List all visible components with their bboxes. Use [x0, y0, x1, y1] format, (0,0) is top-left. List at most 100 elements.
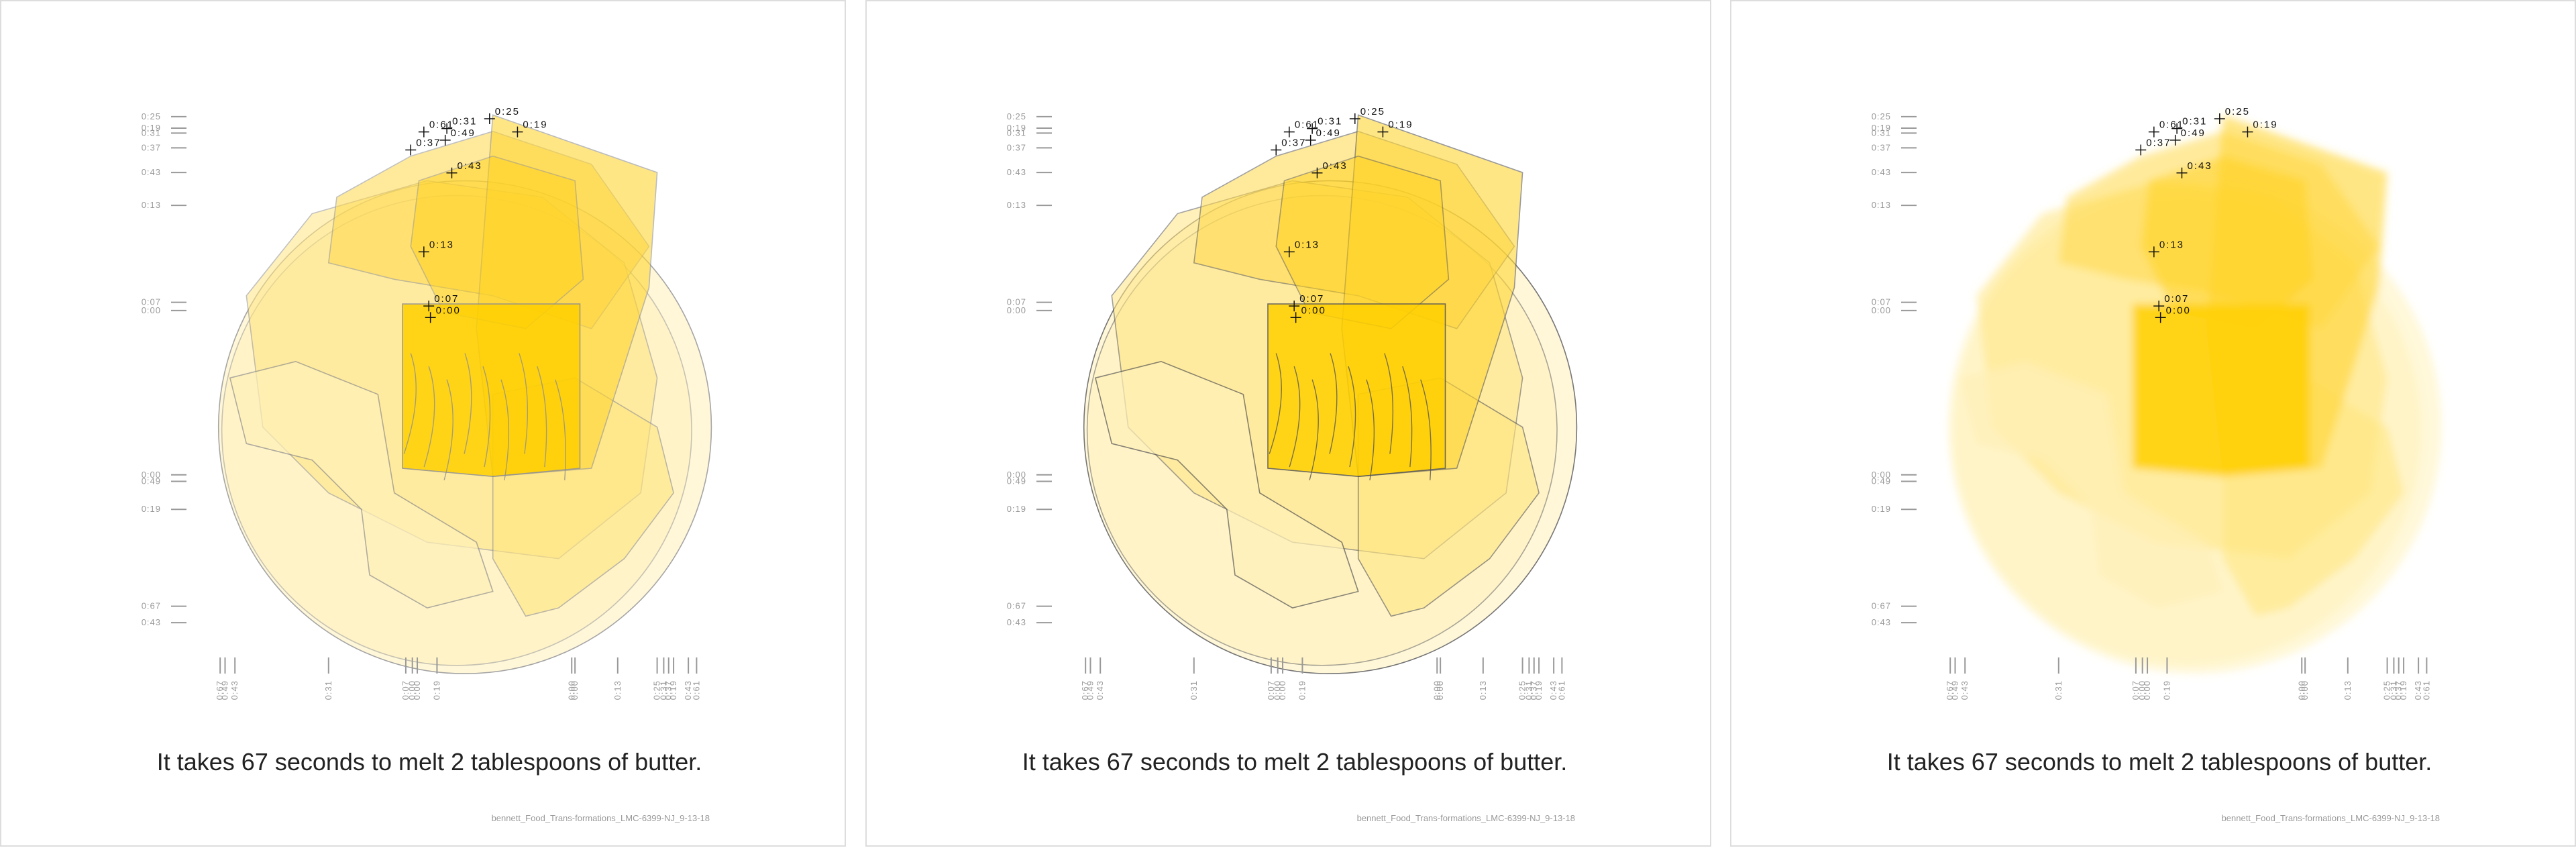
trace-line	[1289, 366, 1301, 468]
marker-label: 0:07	[1299, 293, 1324, 305]
credit: bennett_Food_Trans-formations_LMC-6399-N…	[1357, 813, 1575, 823]
scale-label: 0:07	[2131, 680, 2141, 700]
scale-label: 0:19	[142, 123, 161, 133]
marker-cross	[2148, 246, 2159, 258]
scale-label: 0:43	[1007, 617, 1026, 627]
scale-label: 0:43	[1872, 167, 1891, 177]
scale-label: 0:67	[1080, 680, 1090, 700]
trace-line	[500, 379, 510, 480]
marker-cross	[2171, 123, 2183, 134]
marker-label: 0:07	[434, 293, 459, 305]
scale-label: 0:19	[1872, 123, 1891, 133]
scale-label: 0:43	[1007, 167, 1026, 177]
butter-shapes	[217, 114, 712, 674]
marker-label: 0:25	[1360, 106, 1385, 117]
marker-label: 0:43	[2187, 160, 2212, 172]
scale-label: 0:19	[2161, 680, 2171, 700]
marker-cross	[418, 126, 429, 138]
scale-label: 0:00	[1273, 680, 1283, 700]
marker-cross	[2214, 113, 2225, 124]
marker-label: 0:31	[452, 116, 477, 127]
marker-label: 0:31	[2182, 116, 2207, 127]
scale-label: 0:31	[658, 680, 668, 700]
marker-label: 0:49	[451, 127, 476, 139]
scale-label: 0:37	[2394, 680, 2404, 700]
scale-label: 0:43	[683, 680, 693, 700]
scale-label: 0:13	[612, 680, 623, 700]
scale-label: 0:43	[1872, 617, 1891, 627]
trace-line	[1384, 353, 1394, 454]
trace-line	[423, 366, 435, 468]
scale-label: 0:19	[1872, 504, 1891, 514]
scale-label: 0:43	[229, 680, 239, 700]
trace-line	[1420, 379, 1432, 480]
scale-label: 0:00	[1007, 305, 1026, 315]
scale-label: 0:07	[1266, 680, 1276, 700]
trace-line	[555, 379, 566, 480]
marker-cross	[405, 144, 417, 156]
melt-shape	[1267, 303, 1446, 478]
trace-line	[1269, 353, 1282, 454]
scale-label: 0:49	[142, 476, 161, 486]
scale-label: 0:61	[1556, 680, 1566, 700]
scale-label: 0:31	[1189, 680, 1199, 700]
marker-cross	[425, 312, 436, 323]
trace-line	[1348, 366, 1356, 468]
scale-label: 0:19	[668, 680, 678, 700]
marker-cross	[2148, 126, 2159, 138]
marker-cross	[423, 301, 435, 312]
marker-cross	[1283, 246, 1295, 258]
marker-cross	[1289, 301, 1300, 312]
melt-shape	[2141, 156, 2314, 329]
scale-label: 0:49	[1872, 476, 1891, 486]
marker-label: 0:31	[1318, 116, 1342, 127]
scale-label: 0:61	[691, 680, 701, 700]
scale-label: 0:00	[142, 470, 161, 480]
scale-label: 0:00	[1432, 680, 1442, 700]
marker-label: 0:00	[436, 305, 461, 316]
scale-label: 0:31	[1007, 127, 1026, 138]
scale-label: 0:19	[431, 680, 441, 700]
marker-cross	[1377, 126, 1389, 138]
scale-label: 0:25	[1872, 111, 1891, 121]
scale-label: 0:25	[2382, 680, 2392, 700]
scale-label: 0:43	[1960, 680, 1970, 700]
trace-line	[443, 379, 453, 480]
scale-label: 0:31	[142, 127, 161, 138]
scale-label: 0:31	[323, 680, 333, 700]
scale-label: 0:00	[2137, 680, 2147, 700]
scale-label: 0:43	[1548, 680, 1558, 700]
scale-label: 0:13	[1872, 200, 1891, 210]
marker-label: 0:25	[2225, 106, 2250, 117]
caption: It takes 67 seconds to melt 2 tablespoon…	[1887, 748, 2432, 776]
marker-cross	[2135, 144, 2147, 156]
trace-line	[537, 366, 547, 468]
scale-label: 0:13	[1007, 200, 1026, 210]
scale-label: 0:67	[1945, 680, 1955, 700]
marker-cross	[418, 246, 429, 258]
scale-label: 0:67	[142, 601, 161, 611]
trace-line	[482, 366, 491, 468]
scale-label: 0:43	[2413, 680, 2423, 700]
trace-line	[1402, 366, 1413, 468]
scale-label: 0:00	[1435, 680, 1445, 700]
marker-label: 0:13	[1295, 239, 1320, 250]
scale-label: 0:13	[1478, 680, 1488, 700]
scale-label: 0:49	[220, 680, 230, 700]
scale-label: 0:61	[2421, 680, 2431, 700]
caption: It takes 67 seconds to melt 2 tablespoon…	[1022, 748, 1568, 776]
credit: bennett_Food_Trans-formations_LMC-6399-N…	[492, 813, 710, 823]
scale-label: 0:37	[142, 142, 161, 152]
trace-line	[1366, 379, 1375, 480]
trace-line	[519, 353, 529, 454]
scale-label: 0:49	[1007, 476, 1026, 486]
marker-cross	[1307, 123, 1318, 134]
marker-label: 0:49	[1316, 127, 1341, 139]
butter-shapes	[1083, 114, 1578, 674]
scale-label: 0:25	[142, 111, 161, 121]
scale-label: 0:25	[1007, 111, 1026, 121]
scale-label: 0:00	[1007, 470, 1026, 480]
scale-label: 0:07	[400, 680, 411, 700]
